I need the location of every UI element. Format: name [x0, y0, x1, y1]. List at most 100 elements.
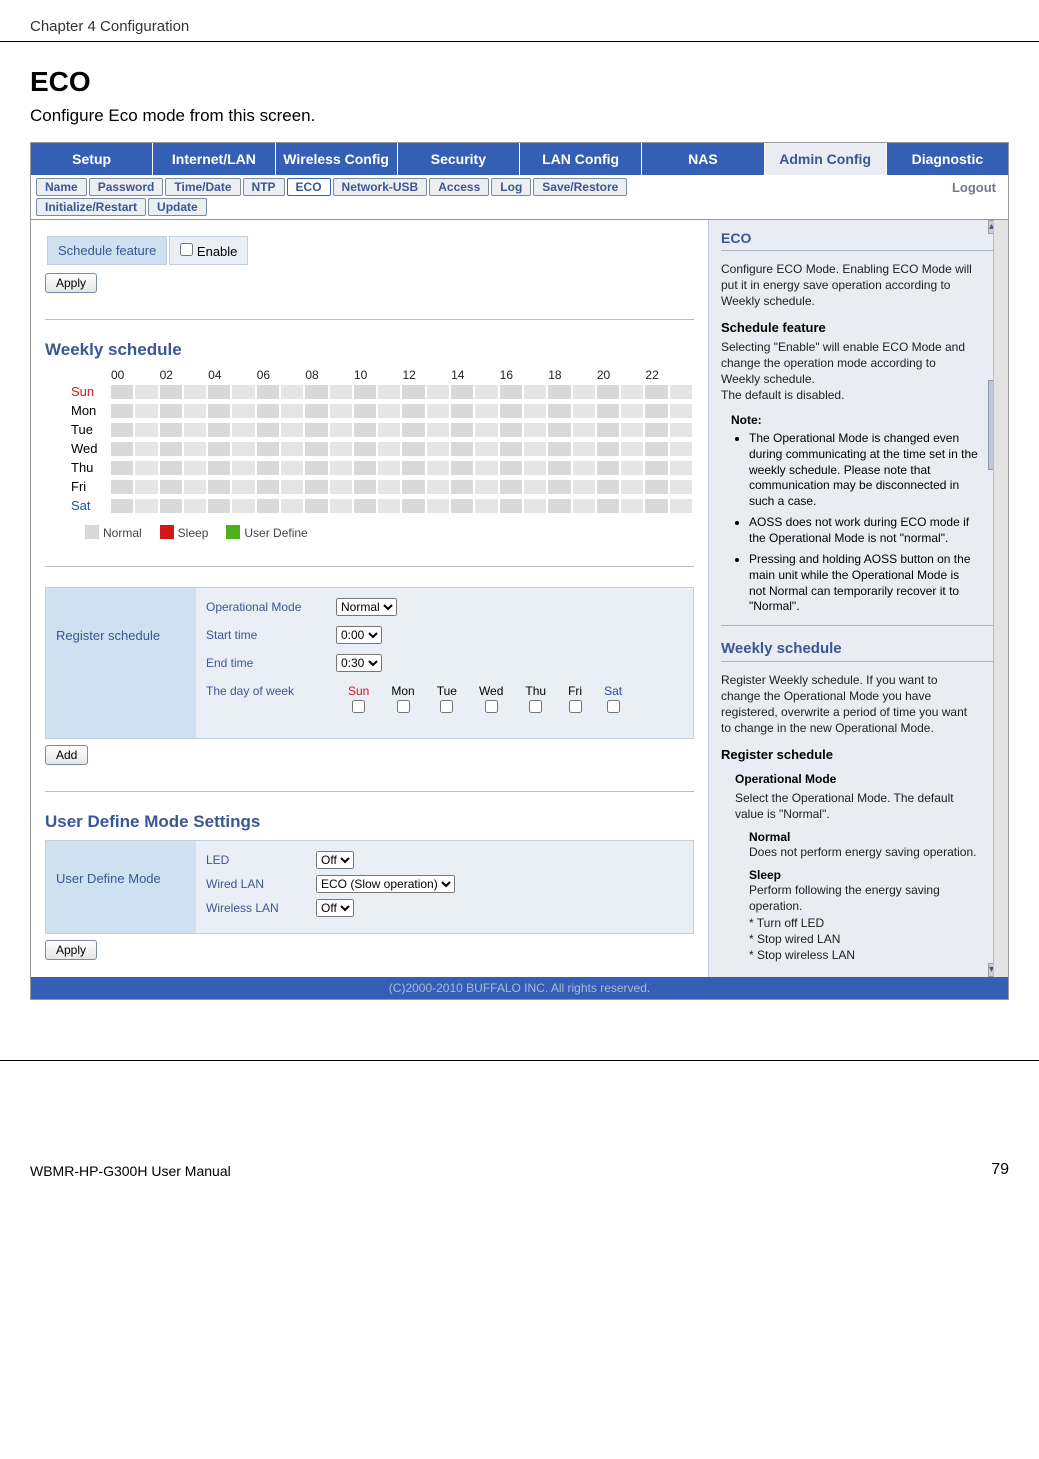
sub-tab-password[interactable]: Password — [89, 178, 164, 196]
sub-tab-eco[interactable]: ECO — [287, 178, 331, 196]
schedule-cell[interactable] — [597, 461, 619, 475]
schedule-cell[interactable] — [500, 461, 522, 475]
schedule-cell[interactable] — [135, 423, 157, 437]
schedule-cell[interactable] — [208, 423, 230, 437]
schedule-cell[interactable] — [402, 385, 424, 399]
schedule-cell[interactable] — [378, 404, 400, 418]
schedule-cell[interactable] — [475, 442, 497, 456]
schedule-cell[interactable] — [305, 423, 327, 437]
schedule-cell[interactable] — [232, 480, 254, 494]
schedule-cell[interactable] — [184, 423, 206, 437]
main-tab-setup[interactable]: Setup — [31, 143, 153, 175]
schedule-cell[interactable] — [524, 480, 546, 494]
schedule-cell[interactable] — [670, 499, 692, 513]
schedule-cell[interactable] — [111, 442, 133, 456]
schedule-cell[interactable] — [548, 385, 570, 399]
schedule-cell[interactable] — [208, 461, 230, 475]
main-tab-internet-lan[interactable]: Internet/LAN — [153, 143, 275, 175]
schedule-cell[interactable] — [111, 461, 133, 475]
schedule-cell[interactable] — [135, 461, 157, 475]
schedule-cell[interactable] — [548, 499, 570, 513]
schedule-cell[interactable] — [257, 385, 279, 399]
schedule-cell[interactable] — [257, 423, 279, 437]
schedule-cell[interactable] — [208, 480, 230, 494]
schedule-cell[interactable] — [232, 423, 254, 437]
dow-checkbox[interactable] — [397, 700, 410, 713]
schedule-cell[interactable] — [281, 423, 303, 437]
sub-tab-time-date[interactable]: Time/Date — [165, 178, 240, 196]
schedule-cell[interactable] — [257, 404, 279, 418]
schedule-cell[interactable] — [645, 404, 667, 418]
apply-button[interactable]: Apply — [45, 273, 97, 293]
schedule-cell[interactable] — [500, 423, 522, 437]
schedule-cell[interactable] — [402, 404, 424, 418]
schedule-cell[interactable] — [281, 385, 303, 399]
schedule-cell[interactable] — [281, 480, 303, 494]
schedule-cell[interactable] — [354, 480, 376, 494]
schedule-cell[interactable] — [427, 442, 449, 456]
schedule-cell[interactable] — [597, 385, 619, 399]
schedule-cell[interactable] — [378, 423, 400, 437]
schedule-cell[interactable] — [281, 461, 303, 475]
schedule-cell[interactable] — [548, 423, 570, 437]
op-mode-select[interactable]: Normal — [336, 598, 397, 616]
schedule-cell[interactable] — [354, 404, 376, 418]
schedule-cell[interactable] — [378, 385, 400, 399]
schedule-cell[interactable] — [184, 442, 206, 456]
schedule-cell[interactable] — [160, 499, 182, 513]
schedule-cell[interactable] — [621, 404, 643, 418]
schedule-cell[interactable] — [621, 480, 643, 494]
schedule-cell[interactable] — [184, 404, 206, 418]
schedule-cell[interactable] — [451, 404, 473, 418]
schedule-cell[interactable] — [573, 404, 595, 418]
schedule-cell[interactable] — [670, 423, 692, 437]
start-time-select[interactable]: 0:00 — [336, 626, 382, 644]
sub-tab-network-usb[interactable]: Network-USB — [333, 178, 428, 196]
schedule-cell[interactable] — [232, 404, 254, 418]
schedule-cell[interactable] — [330, 423, 352, 437]
schedule-cell[interactable] — [257, 442, 279, 456]
schedule-cell[interactable] — [621, 385, 643, 399]
schedule-cell[interactable] — [135, 404, 157, 418]
sub-tab-name[interactable]: Name — [36, 178, 87, 196]
schedule-cell[interactable] — [402, 461, 424, 475]
schedule-cell[interactable] — [670, 404, 692, 418]
apply-button-2[interactable]: Apply — [45, 940, 97, 960]
schedule-cell[interactable] — [451, 480, 473, 494]
schedule-cell[interactable] — [475, 499, 497, 513]
schedule-cell[interactable] — [354, 385, 376, 399]
schedule-cell[interactable] — [305, 404, 327, 418]
wired-select[interactable]: ECO (Slow operation) — [316, 875, 455, 893]
schedule-cell[interactable] — [330, 442, 352, 456]
dow-checkbox[interactable] — [440, 700, 453, 713]
schedule-cell[interactable] — [621, 499, 643, 513]
schedule-cell[interactable] — [427, 404, 449, 418]
schedule-cell[interactable] — [232, 461, 254, 475]
sub-tab-update[interactable]: Update — [148, 198, 207, 216]
schedule-cell[interactable] — [184, 480, 206, 494]
schedule-cell[interactable] — [208, 442, 230, 456]
schedule-cell[interactable] — [573, 499, 595, 513]
schedule-cell[interactable] — [378, 480, 400, 494]
schedule-cell[interactable] — [111, 423, 133, 437]
schedule-cell[interactable] — [160, 404, 182, 418]
schedule-cell[interactable] — [160, 423, 182, 437]
schedule-cell[interactable] — [305, 461, 327, 475]
schedule-cell[interactable] — [475, 480, 497, 494]
schedule-cell[interactable] — [160, 385, 182, 399]
schedule-cell[interactable] — [645, 480, 667, 494]
schedule-cell[interactable] — [427, 480, 449, 494]
schedule-cell[interactable] — [597, 499, 619, 513]
schedule-cell[interactable] — [281, 404, 303, 418]
schedule-cell[interactable] — [135, 480, 157, 494]
schedule-cell[interactable] — [232, 442, 254, 456]
schedule-cell[interactable] — [305, 385, 327, 399]
schedule-cell[interactable] — [645, 461, 667, 475]
dow-checkbox[interactable] — [607, 700, 620, 713]
schedule-cell[interactable] — [524, 404, 546, 418]
add-button[interactable]: Add — [45, 745, 88, 765]
schedule-cell[interactable] — [524, 385, 546, 399]
schedule-cell[interactable] — [621, 442, 643, 456]
schedule-cell[interactable] — [354, 442, 376, 456]
schedule-cell[interactable] — [475, 404, 497, 418]
